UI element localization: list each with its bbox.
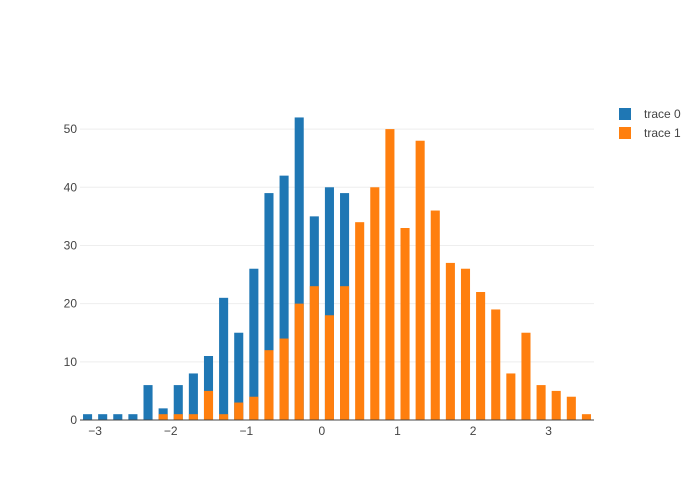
bar-0-7 [188,373,198,420]
bar-1-2 [188,414,198,420]
bar-1-4 [219,414,229,420]
bar-0-12 [264,193,274,420]
bar-1-19 [445,262,455,420]
bar-0-2 [113,414,123,420]
bar-1-14 [370,187,380,420]
y-tick-label: 10 [64,355,78,369]
x-tick-label: 2 [470,424,477,438]
bar-0-10 [234,332,244,420]
y-gridlines [80,128,594,363]
legend-swatch-trace-0 [619,108,631,120]
bar-0-0 [83,414,93,420]
bar-1-23 [506,373,516,420]
bar-1-27 [566,396,576,420]
bar-1-22 [491,309,501,420]
bar-1-5 [234,402,244,420]
bar-1-1 [173,414,183,420]
bar-1-21 [476,292,486,420]
bar-1-25 [536,385,546,420]
y-tick-label: 20 [64,297,78,311]
bar-0-16 [324,187,334,420]
y-tick-label: 0 [70,413,77,427]
legend-label-trace-0: trace 0 [644,107,681,121]
bar-1-7 [264,350,274,420]
bar-1-16 [400,228,410,420]
bar-1-3 [203,390,214,420]
plot-area [83,117,591,421]
y-axis: 0 10 20 30 40 50 [64,122,78,427]
bar-1-10 [309,286,319,420]
x-axis: −3 −2 −1 0 1 2 3 [88,424,552,438]
x-tick-label: 1 [394,424,401,438]
legend[interactable]: trace 0 trace 1 [619,107,681,140]
bar-1-9 [294,303,304,420]
x-tick-label: 0 [319,424,326,438]
bar-0-13 [279,175,289,420]
x-tick-label: −1 [239,424,253,438]
bar-0-4 [143,385,153,420]
series-0 [83,117,350,421]
bar-1-18 [430,210,440,420]
x-tick-label: 3 [545,424,552,438]
bar-1-8 [279,338,289,420]
bar-1-17 [415,140,425,420]
bar-0-11 [249,268,259,420]
bar-1-28 [581,414,591,420]
bar-0-8 [203,356,214,420]
bar-1-11 [324,315,334,420]
legend-item-trace-0[interactable]: trace 0 [619,107,681,121]
legend-label-trace-1: trace 1 [644,126,681,140]
bar-1-13 [355,222,365,420]
y-tick-label: 40 [64,180,78,194]
x-tick-label: −2 [164,424,178,438]
bar-1-26 [551,390,561,420]
series-1 [158,129,591,420]
bar-0-3 [128,414,138,420]
bar-1-0 [158,414,168,420]
bar-0-9 [219,297,229,420]
legend-item-trace-1[interactable]: trace 1 [619,126,681,140]
y-tick-label: 30 [64,238,78,252]
bar-0-1 [98,414,108,420]
bar-1-20 [460,268,471,420]
bar-1-15 [385,129,395,420]
bar-0-6 [173,385,183,420]
bar-1-6 [249,396,259,420]
y-tick-label: 50 [64,122,78,136]
bar-1-24 [521,332,531,420]
x-tick-label: −3 [88,424,102,438]
bar-1-12 [340,286,350,420]
bar-0-14 [294,117,304,421]
legend-swatch-trace-1 [619,127,631,139]
